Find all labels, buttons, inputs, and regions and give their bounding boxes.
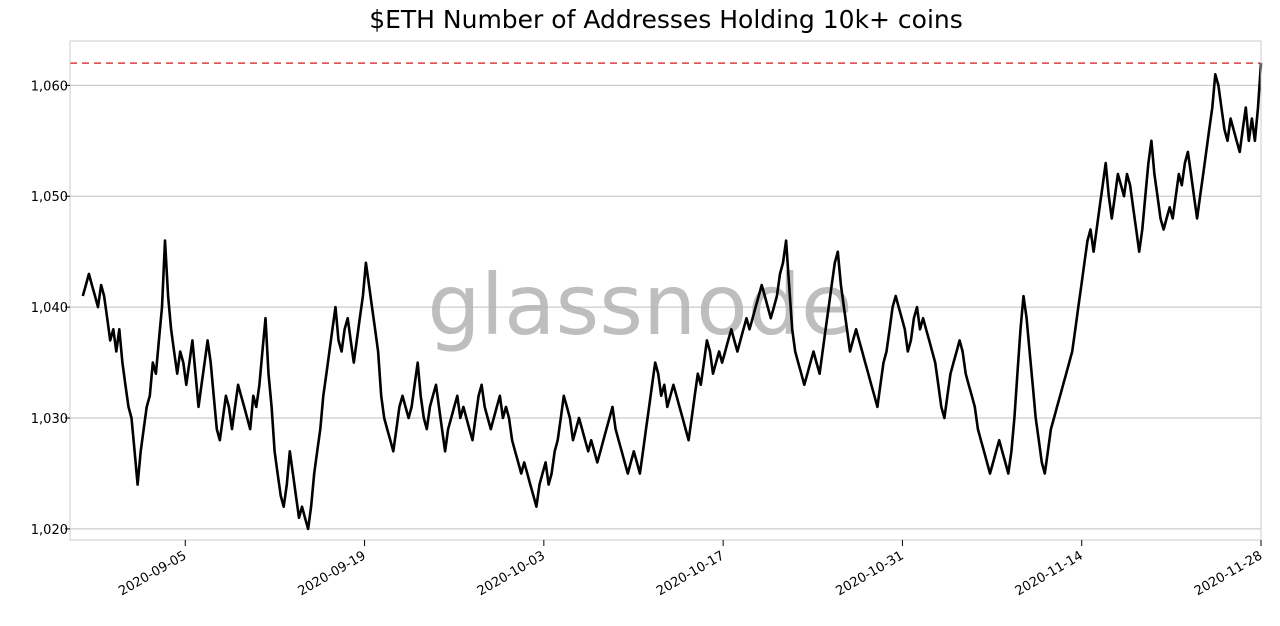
y-tick-label: 1,030 bbox=[31, 412, 68, 427]
x-tick-label: 2020-10-31 bbox=[833, 548, 906, 599]
y-tick-label: 1,040 bbox=[31, 301, 68, 316]
x-axis: 2020-09-05 2020-09-19 2020-10-03 2020-10-17… bbox=[116, 540, 1265, 599]
x-tick-label: 2020-09-19 bbox=[296, 548, 369, 599]
y-tick-label: 1,060 bbox=[31, 79, 68, 94]
x-tick-label: 2020-10-17 bbox=[654, 548, 727, 599]
chart-title: $ETH Number of Addresses Holding 10k+ co… bbox=[369, 5, 963, 34]
y-axis: 1,020 1,030 1,040 1,050 1,060 bbox=[31, 79, 70, 538]
x-tick-label: 2020-10-03 bbox=[475, 548, 548, 599]
series-group bbox=[81, 63, 1263, 531]
x-tick-label: 2020-09-05 bbox=[116, 548, 189, 599]
series-line bbox=[81, 63, 1263, 531]
x-tick-label: 2020-11-28 bbox=[1192, 548, 1265, 599]
plot-frame bbox=[69, 40, 1262, 541]
grid-lines bbox=[70, 84, 1261, 530]
y-tick-label: 1,020 bbox=[31, 523, 68, 538]
y-tick-label: 1,050 bbox=[31, 190, 68, 205]
x-tick-label: 2020-11-14 bbox=[1013, 548, 1086, 599]
